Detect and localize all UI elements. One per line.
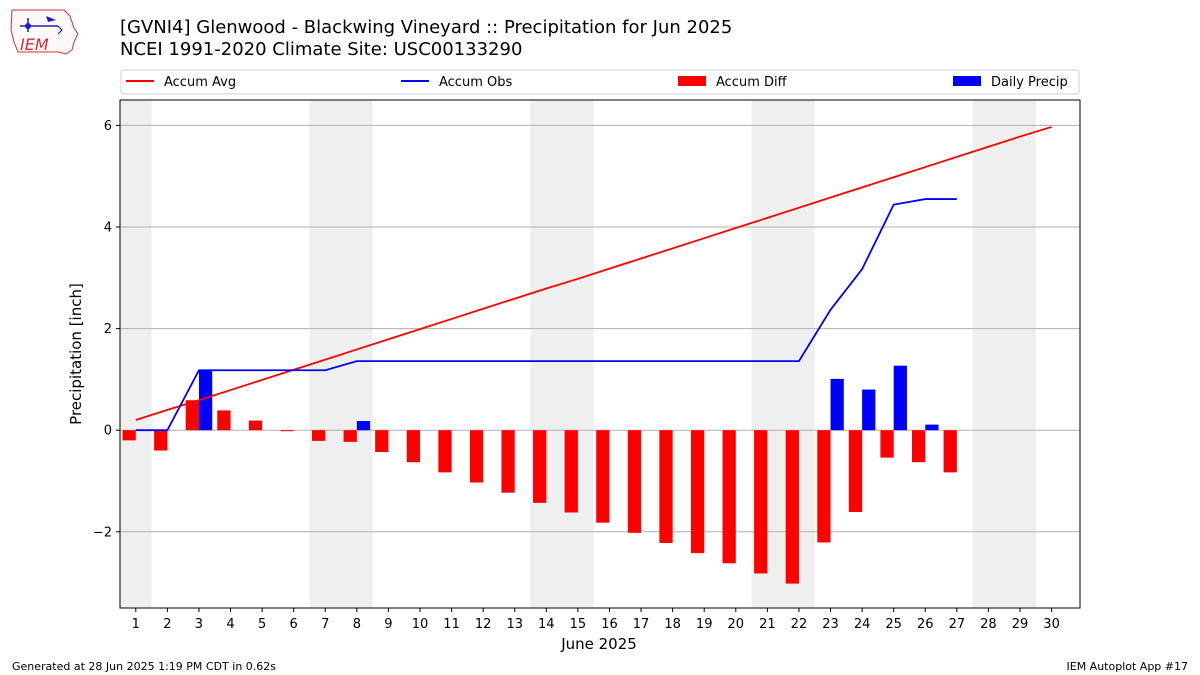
y-tick-label: 0 <box>104 424 112 439</box>
plot-frame <box>119 99 1081 609</box>
accum-diff-bar <box>533 430 547 503</box>
x-tick-label: 25 <box>885 617 902 632</box>
accum-diff-bar <box>880 430 894 458</box>
legend-swatch <box>678 76 706 86</box>
x-tick-label: 28 <box>980 617 997 632</box>
x-tick-label: 21 <box>759 617 776 632</box>
x-axis-label: June 2025 <box>560 635 637 653</box>
daily-precip-bar <box>198 370 213 431</box>
x-tick-label: 7 <box>321 617 329 632</box>
daily-precip-bar <box>862 389 876 431</box>
accum-diff-bar <box>659 430 673 543</box>
accum-diff-bar <box>722 430 736 564</box>
accum-diff-bar <box>122 430 136 441</box>
x-tick-label: 13 <box>506 617 523 632</box>
accum-diff-bar <box>406 430 420 463</box>
accum-diff-bar <box>248 420 263 431</box>
x-tick-label: 22 <box>791 617 808 632</box>
accum-diff-bar <box>912 430 926 463</box>
accum-diff-bar <box>469 430 484 483</box>
accum-diff-bar <box>217 410 231 431</box>
x-tick-label: 8 <box>353 617 361 632</box>
weekend-shade-band <box>972 100 1036 608</box>
y-tick-label: 4 <box>104 221 112 236</box>
legend-swatch <box>953 76 981 86</box>
weekend-shade-band <box>120 100 152 608</box>
accum-diff-bar <box>501 430 515 493</box>
weekend-shade-band <box>530 100 594 608</box>
x-axis: 1 2 3 4 5 6 7 8 9 10 11 12 13 14 15 16 17 18 19 20 21 22 23 24 2… <box>132 608 1060 632</box>
x-tick-label: 16 <box>601 617 618 632</box>
accum-diff-bar <box>154 430 168 451</box>
x-tick-label: 24 <box>854 617 871 632</box>
legend-box <box>120 69 1080 95</box>
y-axis-label: Precipitation [inch] <box>67 283 85 425</box>
accum-diff-bar <box>817 430 831 543</box>
legend-label: Accum Avg <box>164 75 236 90</box>
daily-precip-bar <box>830 378 844 431</box>
legend: Accum Avg Accum Obs Accum Diff Daily Precip <box>120 69 1080 95</box>
logo-text: IEM <box>20 35 49 54</box>
x-tick-label: 1 <box>132 617 140 632</box>
iem-logo: IEM <box>10 9 79 55</box>
x-tick-label: 19 <box>696 617 713 632</box>
daily-precip-bar <box>893 365 907 431</box>
accum-diff-bar <box>280 430 294 432</box>
generated-timestamp: Generated at 28 Jun 2025 1:19 PM CDT in … <box>12 660 277 673</box>
accum-diff-bar <box>343 430 357 442</box>
chart-title: [GVNI4] Glenwood - Blackwing Vineyard ::… <box>120 17 733 38</box>
x-tick-label: 20 <box>728 617 745 632</box>
x-tick-label: 4 <box>226 617 234 632</box>
accum-diff-bar <box>375 430 389 453</box>
x-tick-label: 17 <box>633 617 650 632</box>
x-tick-label: 29 <box>1012 617 1029 632</box>
bars <box>122 365 957 584</box>
x-tick-label: 30 <box>1043 617 1060 632</box>
y-tick-label: −2 <box>93 525 112 540</box>
app-credit: IEM Autoplot App #17 <box>1066 660 1189 673</box>
x-tick-label: 23 <box>822 617 839 632</box>
accum-diff-bar <box>312 430 326 441</box>
x-tick-label: 15 <box>570 617 587 632</box>
chart-subtitle: NCEI 1991-2020 Climate Site: USC00133290 <box>120 39 523 60</box>
x-tick-label: 3 <box>195 617 203 632</box>
x-tick-label: 11 <box>443 617 460 632</box>
accum-diff-bar <box>785 430 799 584</box>
accum-diff-bar <box>438 430 452 473</box>
daily-precip-bar <box>356 421 371 431</box>
x-tick-label: 2 <box>163 617 171 632</box>
accum-diff-bar <box>754 430 768 574</box>
x-tick-label: 26 <box>917 617 934 632</box>
y-tick-label: 2 <box>104 322 112 337</box>
accum-diff-bar <box>596 430 610 523</box>
legend-label: Accum Obs <box>439 75 512 90</box>
accum-obs-line <box>135 198 957 432</box>
lines <box>135 126 1052 432</box>
accum-diff-bar <box>690 430 705 554</box>
legend-label: Daily Precip <box>991 75 1068 90</box>
x-tick-label: 18 <box>664 617 681 632</box>
y-tick-label: 6 <box>104 119 112 134</box>
accum-diff-bar <box>564 430 578 513</box>
x-tick-label: 10 <box>412 617 429 632</box>
y-axis: −2 0 2 4 6 <box>93 119 120 540</box>
accum-avg-line <box>135 126 1052 421</box>
accum-diff-bar <box>943 430 957 473</box>
x-tick-label: 14 <box>538 617 555 632</box>
legend-label: Accum Diff <box>716 75 788 90</box>
accum-diff-bar <box>848 430 863 512</box>
accum-diff-bar <box>627 430 642 533</box>
x-tick-label: 12 <box>475 617 492 632</box>
accum-diff-bar <box>185 400 199 431</box>
x-tick-label: 6 <box>290 617 298 632</box>
x-tick-label: 5 <box>258 617 266 632</box>
x-tick-label: 9 <box>384 617 392 632</box>
x-tick-label: 27 <box>949 617 966 632</box>
daily-precip-bar <box>925 424 939 431</box>
